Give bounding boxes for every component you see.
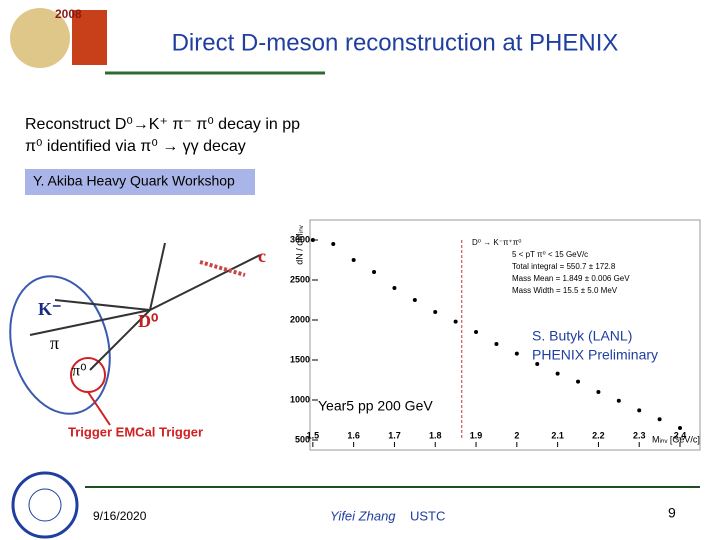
svg-text:2008: 2008 [55,7,82,21]
footer-date: 9/16/2020 [93,509,147,523]
credit: PHENIX Preliminary [532,347,658,363]
dataset-label: Year5 pp 200 GeV [318,398,433,414]
data-point [310,238,315,242]
legend-text: Mass Mean = 1.849 ± 0.006 GeV [512,274,630,283]
y-tick-label: 2000 [290,314,310,324]
y-tick-label: 1000 [290,394,310,404]
y-axis-label: dN / dMᵢₙᵥ [294,225,304,265]
diagram-label: π⁰ [72,363,87,380]
legend-text: D⁰ → K⁻π⁺π⁰ [472,238,521,247]
data-point [474,330,479,334]
data-point [596,390,601,394]
diagram-label: D⁰ [138,311,158,331]
plot: 1.5 1.6 1.7 1.8 1.9 2 2.1 2.2 2.3 2.4 500 1000 1500 2… [290,225,700,447]
data-point [576,379,581,384]
data-point [555,371,560,376]
data-point [331,242,336,246]
data-point [433,310,438,314]
legend-text: Total integral = 550.7 ± 172.8 [512,262,616,271]
footer-logo [11,471,79,539]
x-tick-label: 1.7 [388,430,401,440]
bullet: Reconstruct D⁰→K⁺ π⁻ π⁰ decay in pp [25,116,300,133]
x-tick-label: 1.5 [307,430,320,440]
diagram-label: Trigger EMCal Trigger [68,424,203,439]
data-point [535,362,540,366]
page-number: 9 [668,505,676,521]
legend-text: Mass Width = 15.5 ± 5.0 MeV [512,286,618,295]
y-tick-label: 500 [295,434,310,444]
x-tick-label: 2.1 [551,430,564,440]
title: Direct D-meson reconstruction at PHENIX [172,29,619,56]
x-tick-label: 2.2 [592,430,605,440]
x-tick-label: 2.3 [633,430,646,440]
data-point [392,286,397,290]
logo: 2008 [10,7,107,68]
diagram-label: π [50,333,59,353]
diagram-label: K⁻ [38,299,62,319]
decay-diagram [9,242,261,426]
x-tick-label: 1.6 [347,430,360,440]
data-point [412,298,417,302]
footer-institute: USTC [410,508,445,523]
data-point [657,417,662,422]
source-box [25,169,255,195]
footer-author: Yifei Zhang [330,508,396,523]
data-point [453,319,458,324]
x-tick-label: 1.8 [429,430,442,440]
data-point [351,258,356,262]
source-text: Y. Akiba Heavy Quark Workshop [33,173,235,189]
bullet: π⁰ identified via π⁰ → γγ decay [25,138,246,155]
data-point [678,426,683,430]
plot-frame [309,219,701,451]
x-tick-label: 1.9 [470,430,483,440]
data-point [372,270,377,274]
data-point [514,351,519,356]
data-point [616,398,621,403]
x-tick-label: 2 [514,430,519,440]
credit: S. Butyk (LANL) [532,328,632,344]
y-tick-label: 3000 [290,234,310,244]
x-tick-label: 2.4 [674,430,687,440]
data-point [494,342,499,346]
diagram-label: c [258,246,266,266]
x-axis-label: Mᵢₙᵥ [GeV/c] [652,434,700,444]
legend-text: 5 < pT π⁰ < 15 GeV/c [512,250,588,259]
y-tick-label: 1500 [290,354,310,364]
data-point [637,408,642,413]
y-tick-label: 2500 [290,274,310,284]
